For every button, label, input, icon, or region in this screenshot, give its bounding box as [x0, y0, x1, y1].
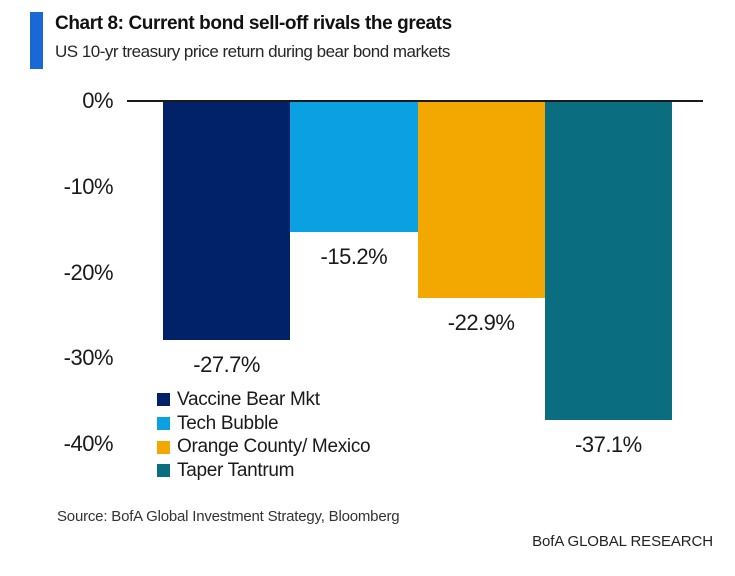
title-accent-bar — [30, 12, 43, 69]
brand-text: BofA GLOBAL RESEARCH — [532, 533, 713, 550]
bar-2 — [290, 102, 418, 233]
legend-item: Tech Bubble — [157, 412, 370, 436]
chart-title: Chart 8: Current bond sell-off rivals th… — [55, 13, 452, 34]
bar-value-label: -22.9% — [447, 310, 515, 336]
legend-swatch-icon — [157, 440, 170, 454]
legend-label: Taper Tantrum — [177, 460, 295, 482]
y-tick-label: -10% — [63, 173, 114, 199]
legend-swatch-icon — [157, 393, 170, 407]
legend-swatch-icon — [157, 464, 170, 478]
bar-3 — [417, 102, 545, 299]
bar-1 — [163, 102, 291, 340]
legend-item: Orange County/ Mexico — [157, 435, 371, 459]
y-tick-label: -30% — [63, 345, 114, 371]
legend-item: Vaccine Bear Mkt — [157, 388, 370, 412]
bar-4 — [544, 102, 672, 421]
legend-label: Tech Bubble — [177, 412, 279, 434]
source-text: Source: BofA Global Investment Strategy,… — [57, 508, 400, 525]
y-tick-label: -40% — [63, 431, 114, 456]
bar-value-label: -15.2% — [320, 244, 388, 270]
y-tick-label: 0% — [82, 88, 113, 113]
y-tick-label: -20% — [63, 259, 114, 285]
bar-value-label: -27.7% — [193, 351, 260, 377]
chart-subtitle: US 10-yr treasury price return during be… — [55, 42, 450, 61]
legend-label: Orange County/ Mexico — [177, 436, 371, 458]
legend-swatch-icon — [157, 417, 170, 431]
legend-label: Vaccine Bear Mkt — [177, 389, 320, 410]
zero-baseline — [127, 100, 703, 102]
chart-legend: Vaccine Bear Mkt Tech Bubble Orange County… — [157, 388, 371, 483]
bar-value-label: -37.1% — [575, 432, 642, 458]
legend-item: Taper Tantrum — [157, 459, 370, 483]
